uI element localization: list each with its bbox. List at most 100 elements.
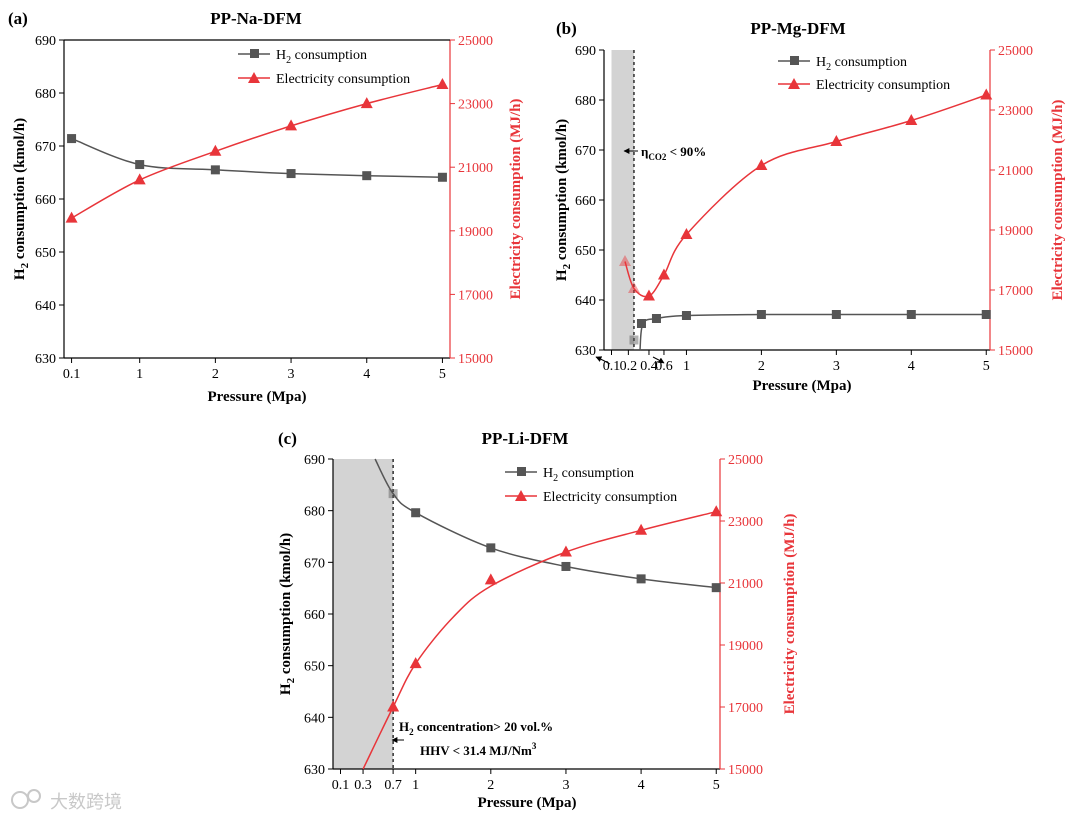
legend-elec-label-a: Electricity consumption <box>276 72 410 87</box>
y-tick-label: 630 <box>304 763 325 778</box>
h2-data-point <box>636 319 646 328</box>
annotation-h2-concentration-c: H2 concentration> 20 vol.% HHV < 31.4 MJ… <box>391 719 553 758</box>
h2-data-point <box>486 543 496 553</box>
x-tick-label: 0.1 <box>332 778 350 793</box>
y2-tick-label: 23000 <box>728 515 763 530</box>
elec-data-point <box>710 505 723 517</box>
y-label-main-a: H <box>12 268 28 280</box>
h2-data-point <box>286 169 296 179</box>
y-label-main-c: H <box>278 683 294 695</box>
legend-a: H2 consumption Electricity consumption <box>238 48 410 87</box>
y2-tick-label: 23000 <box>998 104 1033 119</box>
y2-tick-label: 25000 <box>458 34 493 49</box>
elec-data-point <box>755 159 768 170</box>
legend-c: H2 consumption Electricity consumption <box>505 466 677 505</box>
chart-panel-c: (c) PP-Li-DFM 630 640 650 660 670 680 690 1500… <box>278 429 798 811</box>
legend-b: H2 consumption Electricity consumption <box>778 55 950 93</box>
legend-elec-marker-c <box>515 490 527 501</box>
h2-curve-a <box>71 137 443 179</box>
y2-tick-label: 15000 <box>998 344 1033 359</box>
y-tick-label: 690 <box>304 453 325 468</box>
y-tick-label: 630 <box>575 344 596 359</box>
h2-data-point <box>437 172 447 182</box>
y2-tick-label: 23000 <box>458 98 493 113</box>
h2-data-point <box>561 561 571 571</box>
x-tick-label: 4 <box>638 778 645 793</box>
y2-tick-label: 17000 <box>728 701 763 716</box>
h2-data-point <box>629 335 639 345</box>
y2-tick-label: 19000 <box>728 639 763 654</box>
shaded-area-c <box>333 459 394 769</box>
x-tick-label: 0.3 <box>354 778 372 793</box>
h2-data-point <box>756 310 766 319</box>
series-elec-a <box>65 78 449 223</box>
x-axis-label-b: Pressure (Mpa) <box>752 378 851 394</box>
legend-elec-marker-b <box>788 78 800 89</box>
series-elec-b <box>618 88 993 301</box>
elec-data-point <box>627 282 640 293</box>
y-tick-label: 680 <box>35 87 56 102</box>
x-ticks-a: 0.1 1 2 3 4 5 <box>63 358 446 382</box>
y-axis-label-a: H2 consumption (kmol/h) <box>12 118 31 280</box>
h2-data-point <box>651 314 661 323</box>
h2-data-point <box>636 574 646 584</box>
y-label-main-b: H <box>554 269 570 281</box>
h2-data-point <box>981 310 991 319</box>
y2-tick-label: 15000 <box>458 352 493 367</box>
y-label-sub-c: 2 <box>285 677 297 683</box>
x-tick-label: 2 <box>758 359 765 374</box>
y-tick-label: 650 <box>35 246 56 261</box>
h2-data-point <box>388 489 398 499</box>
x-tick-label: 1 <box>683 359 690 374</box>
chart-panel-a: (a) PP-Na-DFM 630 640 650 660 670 680 690 1500… <box>8 9 524 405</box>
x-tick-label: 2 <box>487 778 494 793</box>
x-tick-label: 5 <box>983 359 990 374</box>
elec-data-point <box>618 255 631 266</box>
x-tick-label: 5 <box>713 778 720 793</box>
x-tick-label: 5 <box>439 367 446 382</box>
y-tick-label: 680 <box>304 505 325 520</box>
y2-tick-label: 21000 <box>458 161 493 176</box>
x-tick-label: 0.2 <box>620 359 638 374</box>
legend-elec-label-c: Electricity consumption <box>543 490 677 505</box>
legend-h2-marker-a <box>250 49 259 58</box>
y2-ticks-a: 15000 17000 19000 21000 23000 25000 <box>450 34 493 367</box>
elec-data-point <box>484 573 497 585</box>
elec-data-point <box>657 268 670 280</box>
y2-ticks-b: 15000 17000 19000 21000 23000 25000 <box>990 44 1033 359</box>
h2-data-point <box>831 310 841 319</box>
shaded-region-c <box>333 459 394 769</box>
chart-title-c: PP-Li-DFM <box>482 429 569 448</box>
elec-data-point <box>409 657 422 669</box>
watermark-logo-icon <box>11 791 29 809</box>
y-tick-label: 690 <box>575 44 596 59</box>
y-tick-label: 660 <box>35 193 56 208</box>
legend-h2-label-b: H2 consumption <box>816 55 907 73</box>
y2-tick-label: 17000 <box>998 284 1033 299</box>
legend-h2-label-c: H2 consumption <box>543 466 634 484</box>
h2-data-point <box>681 311 691 320</box>
y-ticks-c: 630 640 650 660 670 680 690 <box>304 453 333 778</box>
x-tick-label: 3 <box>833 359 840 374</box>
x-tick-label: 3 <box>288 367 295 382</box>
legend-elec-label-b: Electricity consumption <box>816 78 950 93</box>
x-tick-label: 4 <box>363 367 370 382</box>
legend-elec-marker-a <box>248 72 260 83</box>
annotation-text-2-c: HHV < 31.4 MJ/Nm3 <box>420 741 537 758</box>
y2-tick-label: 17000 <box>458 288 493 303</box>
y-tick-label: 670 <box>35 140 56 155</box>
legend-h2-marker-c <box>517 467 526 476</box>
panel-label-c: (c) <box>278 429 297 448</box>
elec-data-point <box>642 289 655 301</box>
annotation-eta-b: ηCO2 < 90% <box>623 144 706 162</box>
x-tick-label: 3 <box>562 778 569 793</box>
y2-tick-label: 15000 <box>728 763 763 778</box>
watermark-text: 大数跨境 <box>50 792 122 813</box>
y2-tick-label: 19000 <box>458 225 493 240</box>
tick-pointer-arrow-right-b <box>652 356 665 364</box>
series-h2-c <box>374 458 721 593</box>
y-tick-label: 650 <box>575 244 596 259</box>
x-tick-label: 2 <box>212 367 219 382</box>
elec-data-point <box>65 211 78 223</box>
y-tick-label: 680 <box>575 94 596 109</box>
